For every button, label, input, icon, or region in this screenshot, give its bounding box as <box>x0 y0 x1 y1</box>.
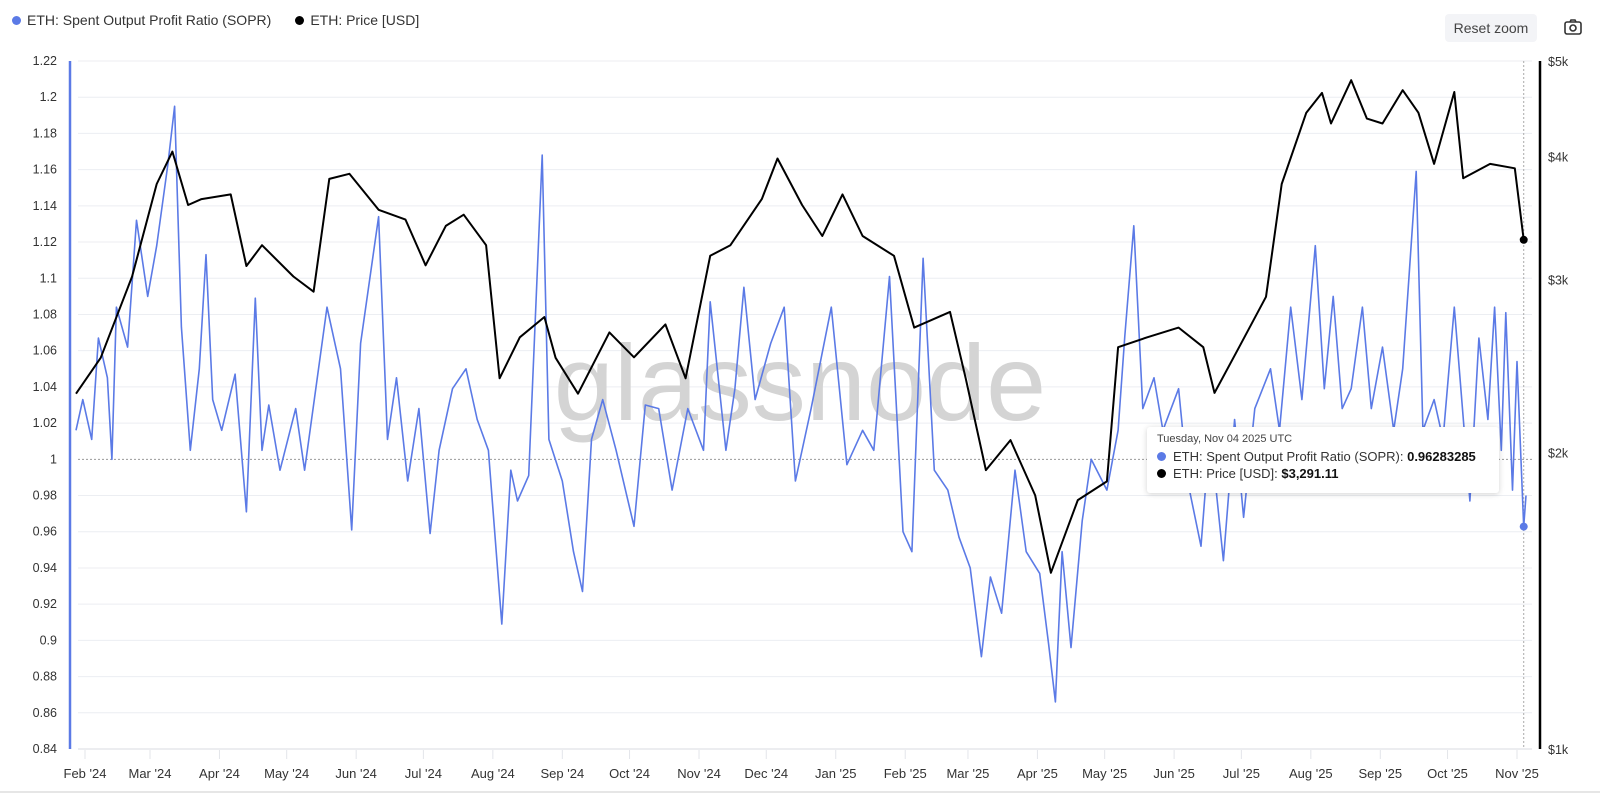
y-right-tick-label: $1k <box>1548 743 1569 757</box>
y-left-tick-label: 1.12 <box>33 235 57 249</box>
tooltip-label-sopr: ETH: Spent Output Profit Ratio (SOPR) <box>1173 449 1400 464</box>
y-left-tick-labels: 1.22 1.2 1.18 1.16 1.14 1.12 1.1 1.08 1.06 1.04 1.… <box>33 54 57 756</box>
tooltip-row-sopr: ETH: Spent Output Profit Ratio (SOPR): 0… <box>1157 448 1487 465</box>
bottom-divider <box>0 791 1600 793</box>
x-tick-label: May '25 <box>1082 766 1127 781</box>
y-left-tick-label: 0.96 <box>33 525 57 539</box>
y-left-tick-label: 1.08 <box>33 307 57 321</box>
y-left-tick-label: 0.92 <box>33 597 57 611</box>
x-tick-label: Feb '25 <box>884 766 927 781</box>
y-right-tick-labels: $5k $4k $3k $2k $1k <box>1548 55 1569 757</box>
x-tick-label: May '24 <box>264 766 309 781</box>
x-tick-label: Jun '25 <box>1153 766 1195 781</box>
x-tick-label: Nov '24 <box>677 766 721 781</box>
series-lines <box>75 79 1527 703</box>
price-legend-dot-icon <box>295 15 305 25</box>
tooltip-label-price: ETH: Price [USD] <box>1173 466 1275 481</box>
y-left-tick-label: 1.14 <box>33 199 57 213</box>
x-tick-label: Apr '25 <box>1017 766 1058 781</box>
y-left-tick-label: 1.1 <box>40 271 57 285</box>
y-left-tick-label: 0.9 <box>40 633 57 647</box>
reset-zoom-button[interactable]: Reset zoom <box>1445 14 1537 42</box>
sopr-legend-dot-icon <box>12 15 21 25</box>
x-tick-label: Mar '24 <box>129 766 172 781</box>
y-left-tick-label: 1.2 <box>40 90 57 104</box>
x-tick-label: Dec '24 <box>744 766 788 781</box>
x-tick-label: Aug '25 <box>1289 766 1333 781</box>
legend-label-sopr: ETH: Spent Output Profit Ratio (SOPR) <box>27 12 272 28</box>
legend: ETH: Spent Output Profit Ratio (SOPR) ET… <box>12 12 419 28</box>
tooltip: Tuesday, Nov 04 2025 UTC ETH: Spent Outp… <box>1147 427 1499 493</box>
tooltip-date: Tuesday, Nov 04 2025 UTC <box>1157 433 1293 445</box>
y-left-tick-label: 1.22 <box>33 54 57 68</box>
x-tick-label: Feb '24 <box>64 766 107 781</box>
y-left-tick-label: 1 <box>50 452 57 466</box>
legend-item-sopr[interactable]: ETH: Spent Output Profit Ratio (SOPR) <box>12 12 271 28</box>
x-tick-label: Apr '24 <box>199 766 240 781</box>
x-tick-label: Jun '24 <box>335 766 377 781</box>
y-left-tick-label: 0.94 <box>33 561 57 575</box>
legend-item-price[interactable]: ETH: Price [USD] <box>295 12 419 28</box>
x-tick-label: Jan '25 <box>815 766 857 781</box>
x-tick-label: Jul '25 <box>1223 766 1260 781</box>
y-left-tick-label: 1.18 <box>33 126 57 140</box>
y-left-tick-label: 1.04 <box>33 380 57 394</box>
x-tick-label: Aug '24 <box>471 766 515 781</box>
tooltip-value-sopr: 0.96283285 <box>1407 449 1476 464</box>
y-left-tick-label: 1.06 <box>33 344 57 358</box>
camera-icon[interactable] <box>1563 18 1583 36</box>
x-tick-label: Jul '24 <box>405 766 442 781</box>
x-tick-label: Sep '24 <box>540 766 584 781</box>
y-left-tick-label: 1.16 <box>33 163 57 177</box>
sopr-hover-point <box>1519 522 1528 531</box>
y-right-tick-label: $3k <box>1548 273 1569 287</box>
y-left-tick-label: 0.84 <box>33 742 57 756</box>
price-hover-point <box>1519 235 1528 244</box>
hover-markers <box>1519 235 1528 531</box>
y-left-tick-label: 0.98 <box>33 489 57 503</box>
price-dot-icon <box>1157 469 1166 478</box>
x-tick-label: Oct '25 <box>1427 766 1468 781</box>
y-right-tick-label: $2k <box>1548 447 1569 461</box>
x-tick-labels: Feb '24 Mar '24 Apr '24 May '24 Jun '24 Jul '… <box>64 766 1539 781</box>
sopr-line <box>75 105 1527 703</box>
price-line <box>75 79 1525 574</box>
y-left-tick-label: 0.88 <box>33 670 57 684</box>
y-right-tick-label: $4k <box>1548 150 1569 164</box>
y-right-tick-label: $5k <box>1548 55 1569 69</box>
x-tick-label: Sep '25 <box>1358 766 1402 781</box>
legend-label-price: ETH: Price [USD] <box>310 12 420 28</box>
x-tick-label: Mar '25 <box>946 766 989 781</box>
x-tick-label: Nov '25 <box>1495 766 1539 781</box>
watermark: glassnode <box>554 322 1046 443</box>
y-left-tick-label: 0.86 <box>33 706 57 720</box>
x-tick-label: Oct '24 <box>609 766 650 781</box>
y-left-tick-label: 1.02 <box>33 416 57 430</box>
tooltip-row-price: ETH: Price [USD]: $3,291.11 <box>1157 465 1487 482</box>
sopr-dot-icon <box>1157 452 1166 461</box>
tooltip-value-price: $3,291.11 <box>1281 466 1339 481</box>
